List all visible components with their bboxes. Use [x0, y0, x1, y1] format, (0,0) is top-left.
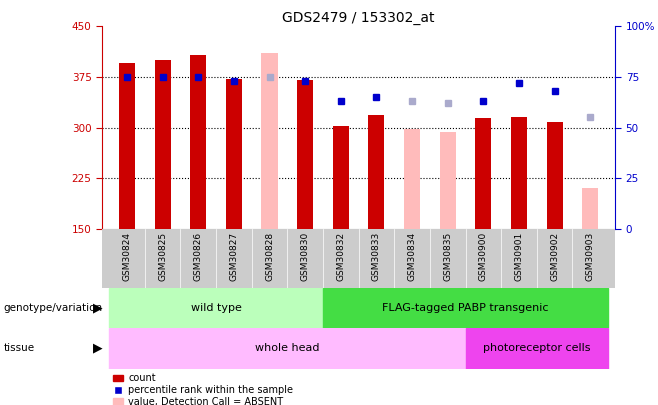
Text: GSM30824: GSM30824: [122, 232, 132, 281]
Text: GSM30827: GSM30827: [230, 232, 238, 281]
Text: ▶: ▶: [93, 301, 102, 314]
Text: GSM30900: GSM30900: [479, 232, 488, 281]
Text: GSM30826: GSM30826: [193, 232, 203, 281]
Title: GDS2479 / 153302_at: GDS2479 / 153302_at: [282, 11, 435, 25]
Bar: [440, 132, 456, 229]
Bar: [547, 122, 563, 229]
Bar: [582, 188, 598, 229]
Bar: [323, 288, 608, 328]
Bar: [297, 80, 313, 229]
Text: GSM30834: GSM30834: [407, 232, 417, 281]
Bar: [404, 129, 420, 229]
Bar: [261, 53, 278, 229]
Text: FLAG-tagged PABP transgenic: FLAG-tagged PABP transgenic: [382, 303, 549, 313]
Text: GSM30902: GSM30902: [550, 232, 559, 281]
Bar: [511, 117, 527, 229]
Text: ▶: ▶: [93, 342, 102, 355]
Text: GSM30901: GSM30901: [515, 232, 524, 281]
Bar: [226, 79, 242, 229]
Text: GSM30825: GSM30825: [158, 232, 167, 281]
Text: GSM30830: GSM30830: [301, 232, 310, 281]
Text: GSM30903: GSM30903: [586, 232, 595, 281]
Legend: count, percentile rank within the sample, value, Detection Call = ABSENT, rank, : count, percentile rank within the sample…: [113, 373, 293, 405]
Text: GSM30833: GSM30833: [372, 232, 381, 281]
Text: wild type: wild type: [191, 303, 241, 313]
Text: tissue: tissue: [3, 343, 34, 353]
Text: GSM30835: GSM30835: [443, 232, 452, 281]
Bar: [465, 328, 608, 369]
Bar: [190, 55, 206, 229]
Text: whole head: whole head: [255, 343, 320, 353]
Text: photoreceptor cells: photoreceptor cells: [483, 343, 591, 353]
Text: genotype/variation: genotype/variation: [3, 303, 103, 313]
Bar: [155, 60, 170, 229]
Bar: [333, 126, 349, 229]
Bar: [109, 328, 465, 369]
Bar: [368, 115, 384, 229]
Bar: [475, 118, 492, 229]
Bar: [119, 64, 135, 229]
Text: GSM30832: GSM30832: [336, 232, 345, 281]
Text: GSM30828: GSM30828: [265, 232, 274, 281]
Bar: [109, 288, 323, 328]
